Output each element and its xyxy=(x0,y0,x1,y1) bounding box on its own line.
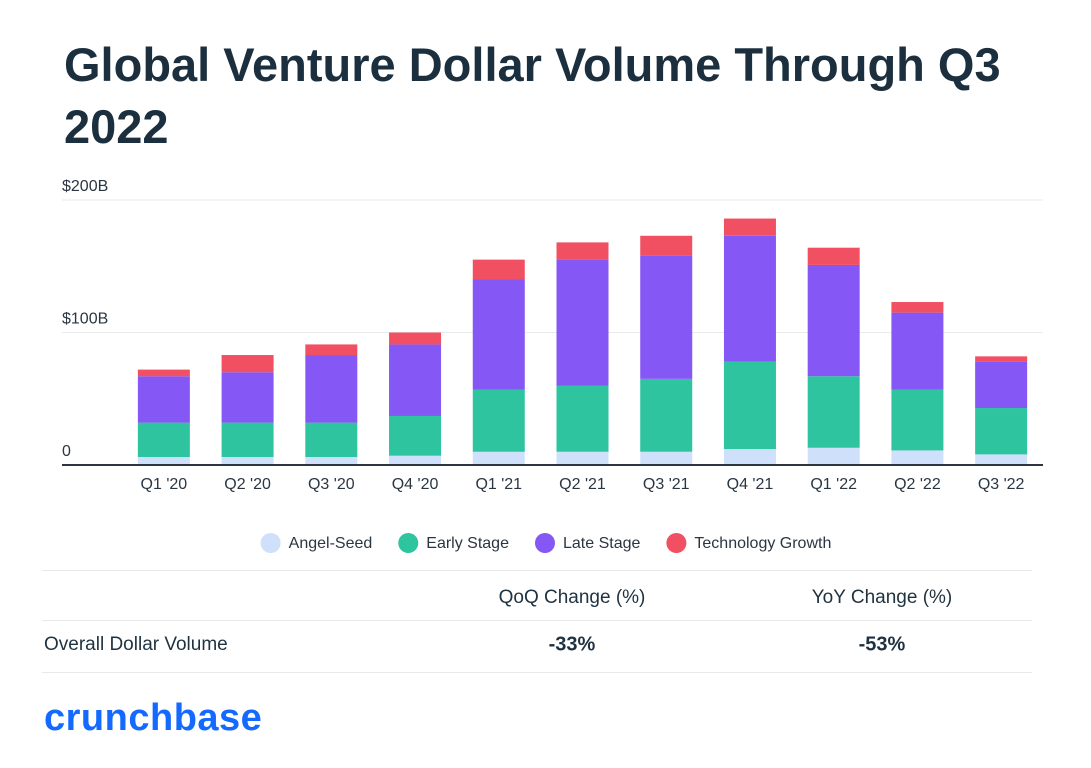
bar-segment xyxy=(221,372,274,423)
bar-segment xyxy=(556,451,609,465)
bar-segment xyxy=(472,279,525,390)
x-tick-label: Q4 '21 xyxy=(727,476,774,493)
bar-segment xyxy=(891,302,944,313)
bar-segment xyxy=(389,455,442,465)
bar-segment xyxy=(807,376,860,448)
bar-segment xyxy=(137,422,190,458)
legend-label: Early Stage xyxy=(426,535,509,552)
bar-segment xyxy=(723,235,776,362)
legend-label: Angel-Seed xyxy=(289,535,373,552)
bar-segment xyxy=(891,389,944,451)
bar-segment xyxy=(723,218,776,236)
bar-segment xyxy=(137,457,190,465)
x-tick-label: Q1 '21 xyxy=(475,476,522,493)
bar-segment xyxy=(305,422,358,458)
bar-segment xyxy=(556,242,609,260)
bar-segment xyxy=(975,361,1028,409)
bar-segment xyxy=(891,450,944,465)
bar-segment xyxy=(807,247,860,265)
bar-segment xyxy=(221,422,274,458)
bar-segment xyxy=(305,457,358,465)
table-cell: -33% xyxy=(548,633,596,656)
bar-segment xyxy=(723,449,776,465)
bar-segment xyxy=(556,259,609,386)
bar-segment xyxy=(221,355,274,373)
bar-segment xyxy=(640,235,693,256)
y-tick-label: $200B xyxy=(62,178,108,195)
legend-label: Technology Growth xyxy=(694,535,831,552)
bar-segment xyxy=(556,385,609,452)
table-header: QoQ Change (%) xyxy=(498,587,646,608)
bar-segment xyxy=(389,415,442,456)
x-tick-label: Q3 '22 xyxy=(978,476,1025,493)
x-tick-label: Q2 '20 xyxy=(224,476,271,493)
bar-segment xyxy=(723,361,776,450)
bar-segment xyxy=(975,356,1028,362)
bar-segment xyxy=(389,344,442,416)
bar-segment xyxy=(640,451,693,465)
bar-segment xyxy=(305,355,358,423)
bar-segment xyxy=(640,255,693,379)
bar-segment xyxy=(807,447,860,465)
x-tick-label: Q2 '22 xyxy=(894,476,941,493)
bar-segment xyxy=(472,259,525,280)
x-tick-label: Q2 '21 xyxy=(559,476,606,493)
x-tick-label: Q1 '20 xyxy=(141,476,188,493)
bar-segment xyxy=(389,332,442,345)
chart: 0 $100B $200B Q1 '20 Q2 '20 Q3 '20 Q4 '20 Q1 '2… xyxy=(62,178,1043,553)
bar-segment xyxy=(472,389,525,452)
y-tick-label: 0 xyxy=(62,443,71,460)
table-rule xyxy=(42,672,1032,673)
bar-segment xyxy=(221,457,274,465)
table-rule xyxy=(42,620,1032,621)
legend-marker xyxy=(260,533,281,553)
x-tick-label: Q4 '20 xyxy=(392,476,439,493)
y-tick-label: $100B xyxy=(62,311,108,328)
bar-segment xyxy=(975,454,1028,465)
bar-segment xyxy=(472,451,525,465)
x-tick-label: Q3 '21 xyxy=(643,476,690,493)
bar-segment xyxy=(640,378,693,452)
legend-marker xyxy=(666,533,687,553)
bar-segment xyxy=(137,369,190,377)
bar-segment xyxy=(975,408,1028,455)
x-tick-label: Q1 '22 xyxy=(810,476,857,493)
bar-segment xyxy=(807,264,860,377)
table-cell: -53% xyxy=(858,633,906,656)
row-label: Overall Dollar Volume xyxy=(44,634,228,655)
bar-segment xyxy=(305,344,358,356)
legend-label: Late Stage xyxy=(563,535,641,552)
table-rule xyxy=(42,570,1032,571)
chart-title: Global Venture Dollar Volume Through Q3 … xyxy=(64,38,1001,153)
x-tick-label: Q3 '20 xyxy=(308,476,355,493)
legend-marker xyxy=(398,533,419,553)
table-header: YoY Change (%) xyxy=(811,587,953,608)
bar-segment xyxy=(137,376,190,423)
legend-marker xyxy=(534,533,555,553)
logo: crunchbase xyxy=(44,697,263,739)
bar-segment xyxy=(891,312,944,390)
